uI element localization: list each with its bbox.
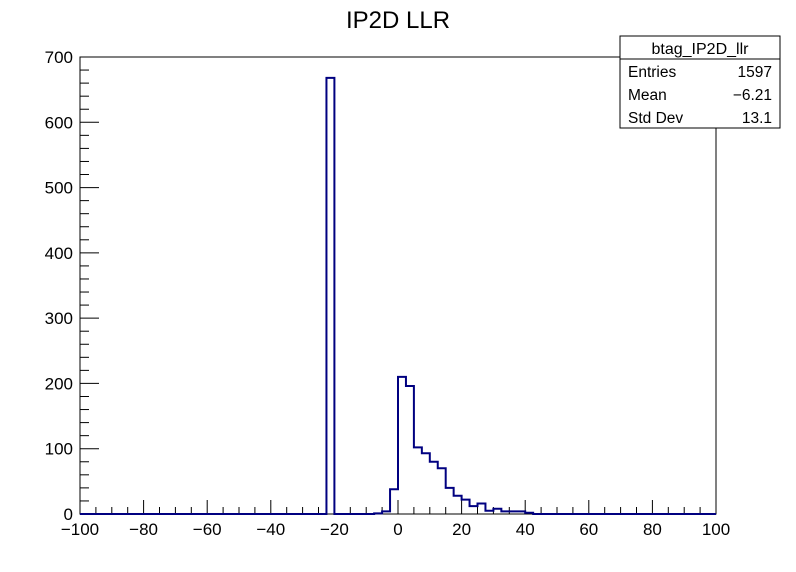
histogram-line bbox=[80, 76, 716, 515]
y-tick-label: 300 bbox=[45, 309, 73, 328]
x-tick-label: −20 bbox=[320, 520, 349, 539]
y-tick-label: 600 bbox=[45, 113, 73, 132]
chart-title: IP2D LLR bbox=[346, 7, 450, 34]
stats-row-label: Std Dev bbox=[628, 110, 683, 127]
stats-row-label: Mean bbox=[628, 87, 667, 104]
stats-box-title: btag_IP2D_llr bbox=[652, 41, 750, 58]
y-tick-label: 500 bbox=[45, 179, 73, 198]
y-tick-label: 0 bbox=[64, 505, 73, 524]
x-tick-label: 80 bbox=[643, 520, 662, 539]
y-tick-label: 200 bbox=[45, 374, 73, 393]
x-tick-label: −80 bbox=[129, 520, 158, 539]
stats-row-value: −6.21 bbox=[733, 87, 772, 104]
stats-row-value: 1597 bbox=[738, 64, 772, 81]
y-tick-label: 700 bbox=[45, 48, 73, 67]
stats-row-value: 13.1 bbox=[742, 110, 772, 127]
x-tick-label: 0 bbox=[393, 520, 402, 539]
plot-area: −100 −80 −60 −40 −20 0 20 40 60 80 100 0 100 200 300 40… bbox=[45, 48, 731, 539]
stats-row-label: Entries bbox=[628, 64, 676, 81]
stats-box: btag_IP2D_llr Entries 1597 Mean −6.21 Std Dev… bbox=[619, 35, 781, 129]
x-tick-label: 60 bbox=[579, 520, 598, 539]
x-tick-label: −40 bbox=[256, 520, 285, 539]
x-tick-label: 40 bbox=[516, 520, 535, 539]
x-tick-label: 20 bbox=[452, 520, 471, 539]
y-tick-label: 100 bbox=[45, 440, 73, 459]
x-tick-label: −60 bbox=[193, 520, 222, 539]
x-tick-label: 100 bbox=[702, 520, 730, 539]
y-tick-label: 400 bbox=[45, 244, 73, 263]
x-tick-label: −100 bbox=[61, 520, 99, 539]
stats-box-frame bbox=[619, 35, 781, 129]
